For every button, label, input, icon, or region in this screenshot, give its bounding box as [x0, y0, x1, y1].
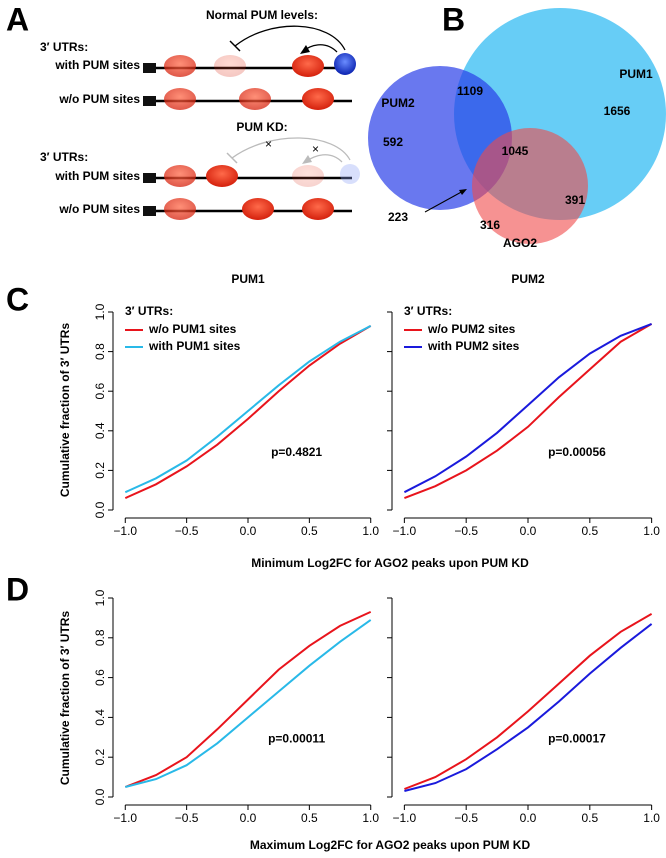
p-value: p=0.00017 [548, 731, 606, 745]
x-mark: × [312, 142, 319, 156]
row-label: with PUM sites [54, 58, 140, 72]
y-axis-label: Cumulative fraction of 3′ UTRs [58, 323, 72, 498]
legend-label: with PUM1 sites [148, 339, 241, 353]
x-tick-label: 0.0 [240, 524, 257, 538]
y-tick-label: 0.8 [93, 629, 107, 646]
p-value: p=0.4821 [271, 445, 322, 459]
x-tick-label: 0.0 [520, 811, 537, 825]
venn-count: 1045 [502, 144, 529, 158]
mrna-diagram: × × [143, 25, 360, 220]
venn-count: 592 [383, 135, 403, 149]
chart-title: PUM1 [231, 272, 265, 286]
y-tick-label: 0.2 [93, 462, 107, 479]
y-tick-label: 0.6 [93, 383, 107, 400]
venn [368, 8, 666, 244]
series-line [403, 322, 652, 494]
x-tick-label: −1.0 [113, 811, 137, 825]
series-line [404, 623, 653, 792]
y-tick-label: 0.0 [93, 788, 107, 805]
x-tick-label: −1.0 [113, 524, 137, 538]
x-tick-label: 0.5 [581, 811, 598, 825]
series-line [125, 619, 372, 788]
y-tick-label: 1.0 [93, 589, 107, 606]
venn-count: 223 [388, 210, 408, 224]
utr-label: 3′ UTRs: [40, 40, 88, 54]
series-line [124, 325, 372, 494]
series-line [404, 323, 653, 500]
legend-label: with PUM2 sites [427, 339, 520, 353]
x-mark: × [265, 137, 272, 151]
series-line [404, 613, 653, 790]
chart-title: PUM2 [511, 272, 545, 286]
y-tick-label: 0.2 [93, 749, 107, 766]
x-axis-label: Maximum Log2FC for AGO2 peaks upon PUM K… [250, 838, 531, 852]
legend-title: 3′ UTRs: [404, 304, 452, 318]
y-tick-label: 0.6 [93, 669, 107, 686]
x-tick-label: 1.0 [362, 811, 379, 825]
panel-label: A [6, 1, 29, 37]
series-line [124, 325, 372, 500]
x-tick-label: −0.5 [175, 524, 199, 538]
venn-count: 316 [480, 218, 500, 232]
y-tick-label: 0.4 [93, 422, 107, 439]
venn-count: 1656 [604, 104, 631, 118]
y-tick-label: 0.8 [93, 343, 107, 360]
x-tick-label: −0.5 [454, 811, 478, 825]
x-tick-label: 0.0 [240, 811, 257, 825]
set-label: PUM2 [381, 96, 415, 110]
row-label: with PUM sites [54, 169, 140, 183]
legend-label: w/o PUM2 sites [427, 322, 516, 336]
panel-label: D [6, 571, 29, 607]
x-tick-label: 1.0 [643, 524, 660, 538]
panel-label: B [442, 1, 465, 37]
y-tick-label: 0.4 [93, 709, 107, 726]
row-label: w/o PUM sites [58, 92, 140, 106]
y-axis-label: Cumulative fraction of 3′ UTRs [58, 611, 72, 786]
x-tick-label: −1.0 [393, 524, 417, 538]
y-tick-label: 0.0 [93, 501, 107, 518]
set-label: PUM1 [619, 67, 653, 81]
x-tick-label: 0.5 [301, 524, 318, 538]
x-tick-label: −0.5 [454, 524, 478, 538]
section-title: PUM KD: [236, 120, 287, 134]
utr-label: 3′ UTRs: [40, 150, 88, 164]
row-label: w/o PUM sites [58, 202, 140, 216]
p-value: p=0.00011 [268, 731, 325, 745]
p-value: p=0.00056 [548, 445, 606, 459]
set-label: AGO2 [503, 236, 537, 250]
x-tick-label: −1.0 [393, 811, 417, 825]
x-tick-label: 0.5 [581, 524, 598, 538]
venn-count: 1109 [457, 84, 483, 98]
x-tick-label: 0.0 [520, 524, 537, 538]
x-axis-label: Minimum Log2FC for AGO2 peaks upon PUM K… [251, 556, 529, 570]
series-line [124, 610, 372, 788]
x-tick-label: −0.5 [175, 811, 199, 825]
x-tick-label: 0.5 [301, 811, 318, 825]
x-tick-label: 1.0 [643, 811, 660, 825]
x-tick-label: 1.0 [362, 524, 379, 538]
y-tick-label: 1.0 [93, 303, 107, 320]
section-title: Normal PUM levels: [206, 8, 318, 22]
legend-label: w/o PUM1 sites [148, 322, 237, 336]
legend-title: 3′ UTRs: [125, 304, 173, 318]
panel-label: C [6, 281, 29, 317]
venn-count: 391 [565, 193, 585, 207]
